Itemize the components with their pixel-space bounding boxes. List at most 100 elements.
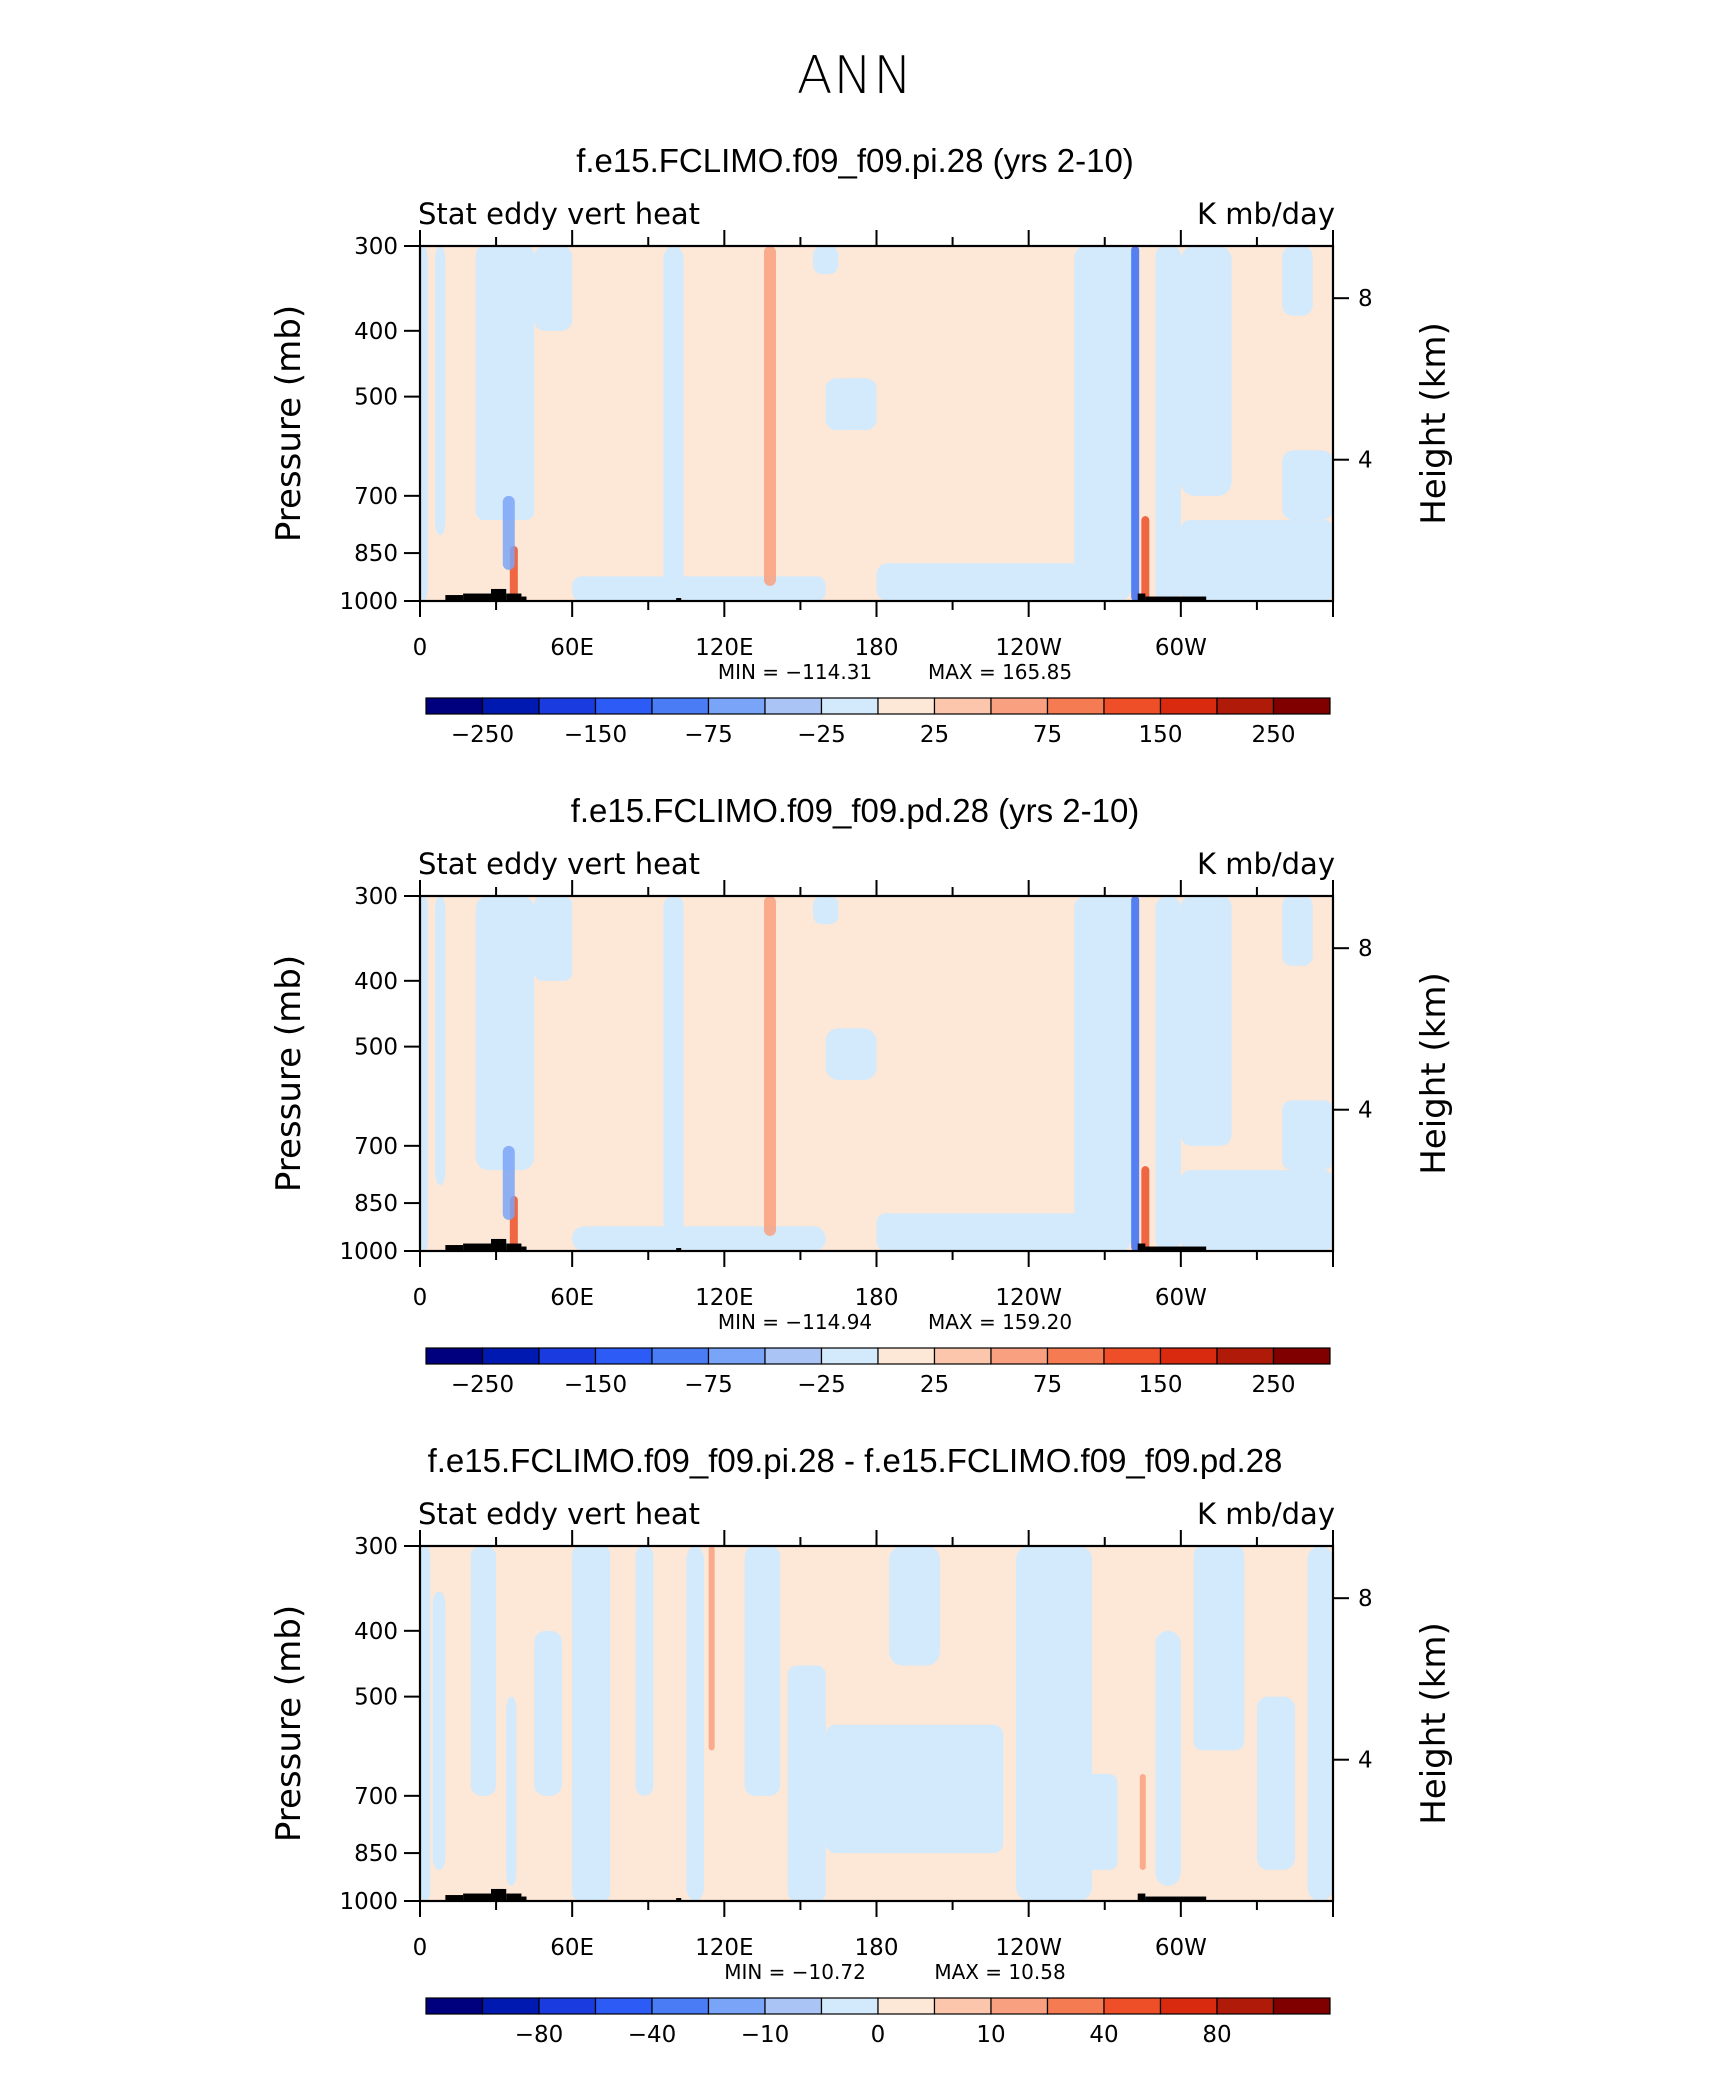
topography [1137,593,1146,601]
topography [521,1246,527,1251]
colorbar-box [1272,697,1331,715]
colorbar-box [820,1347,879,1365]
y-tick-label: 1000 [339,1239,398,1265]
x-tick-label: 60E [550,635,594,661]
y-tick-label: 700 [354,1134,398,1160]
field-region [663,246,684,601]
field-region [663,896,684,1251]
colorbar-label: 25 [920,1372,949,1398]
colorbar-box [933,1347,992,1365]
field-region [1074,246,1136,596]
x-tick-label: 120W [995,1285,1062,1311]
topography [506,1243,522,1251]
field-region [1074,896,1136,1246]
colorbar-box [481,1997,540,2015]
topography [463,1893,492,1901]
field-region [825,1724,1004,1854]
colorbar-label: −75 [684,1372,733,1398]
main-title: ANN [796,46,914,106]
y-right-tick-label: 8 [1358,1586,1373,1612]
colorbar-box [425,697,484,715]
x-tick-label: 60W [1155,1285,1207,1311]
colorbar-box [1046,697,1105,715]
colorbar-box [820,697,879,715]
colorbar-box [538,697,597,715]
colorbar-label: −25 [797,722,846,748]
field-region [1282,896,1313,966]
y-right-axis-label: Height (km) [1414,972,1454,1175]
field-region [889,1546,940,1666]
y-right-axis-label: Height (km) [1414,322,1454,525]
y-tick-label: 850 [354,1841,398,1867]
topography [1145,596,1207,601]
field-region [475,896,535,1171]
field-region [635,1546,654,1796]
colorbar-box [481,1347,540,1365]
topography [491,1238,507,1251]
x-tick-label: 60W [1155,1935,1207,1961]
colorbar-label: 150 [1139,1372,1183,1398]
colorbar-box [707,1997,766,2015]
x-tick-label: 120E [695,1285,753,1311]
field-region [534,246,573,331]
panel-title: f.e15.FCLIMO.f09_f09.pd.28 (yrs 2-10) [570,792,1140,829]
topography [445,1245,464,1251]
topography [491,1888,507,1901]
y-tick-label: 400 [354,969,398,995]
colorbar-label: −250 [451,722,514,748]
field-region [1155,246,1181,601]
y-tick-label: 850 [354,541,398,567]
field-region [1054,1773,1118,1870]
y-tick-label: 400 [354,1619,398,1645]
topography [521,596,527,601]
topography [521,1896,527,1901]
topography [1137,1243,1146,1251]
chart-panel-1: f.e15.FCLIMO.f09_f09.pi.28 (yrs 2-10) Sta… [0,142,1710,792]
field-region [813,246,839,275]
y-tick-label: 700 [354,1784,398,1810]
colorbar-box [990,1997,1049,2015]
colorbar-label: 80 [1202,2022,1231,2048]
field-region [534,896,573,981]
field-feature [1141,516,1150,601]
colorbar-box [425,1997,484,2015]
max-label: MAX = 10.58 [934,1960,1065,1984]
heatmap-field [420,246,1333,601]
field-region [825,1028,877,1081]
y-right-tick-label: 8 [1358,936,1373,962]
colorbar-box [651,1347,710,1365]
y-tick-label: 500 [354,385,398,411]
colorbar-label: −10 [741,2022,790,2048]
field-region [572,576,826,601]
colorbar-box [594,1347,653,1365]
colorbar-box [990,697,1049,715]
x-tick-label: 0 [413,1285,428,1311]
field-feature [1139,1773,1146,1870]
colorbar-box [764,697,823,715]
x-tick-label: 120E [695,635,753,661]
y-right-tick-label: 4 [1358,1748,1373,1774]
field-region [876,1213,1131,1251]
colorbar-label: −40 [628,2022,677,2048]
field-feature [763,896,776,1236]
colorbar-label: 75 [1033,722,1062,748]
field-region [1180,520,1333,601]
field-region [435,246,446,536]
chart-panel-3: f.e15.FCLIMO.f09_f09.pi.28 - f.e15.FCLIM… [0,1442,1710,2092]
field-region [572,1226,826,1251]
field-feature [502,1145,515,1220]
colorbar-box [651,1997,710,2015]
heatmap-svg: 0 60E 120E 180 120W 60W 300 400 500 700 850 1000 8 4 P… [269,880,1454,1398]
field-region [420,1546,431,1901]
colorbar-box [1216,1347,1275,1365]
units-label: K mb/day [1196,1497,1335,1531]
y-axis-label: Pressure (mb) [269,955,309,1192]
field-region [1180,896,1232,1146]
x-tick-label: 60E [550,1285,594,1311]
y-axis-label: Pressure (mb) [269,1605,309,1842]
field-region [1282,246,1313,316]
x-tick-label: 0 [413,635,428,661]
topography [1137,1893,1146,1901]
colorbar-box [877,1347,936,1365]
y-tick-label: 700 [354,484,398,510]
